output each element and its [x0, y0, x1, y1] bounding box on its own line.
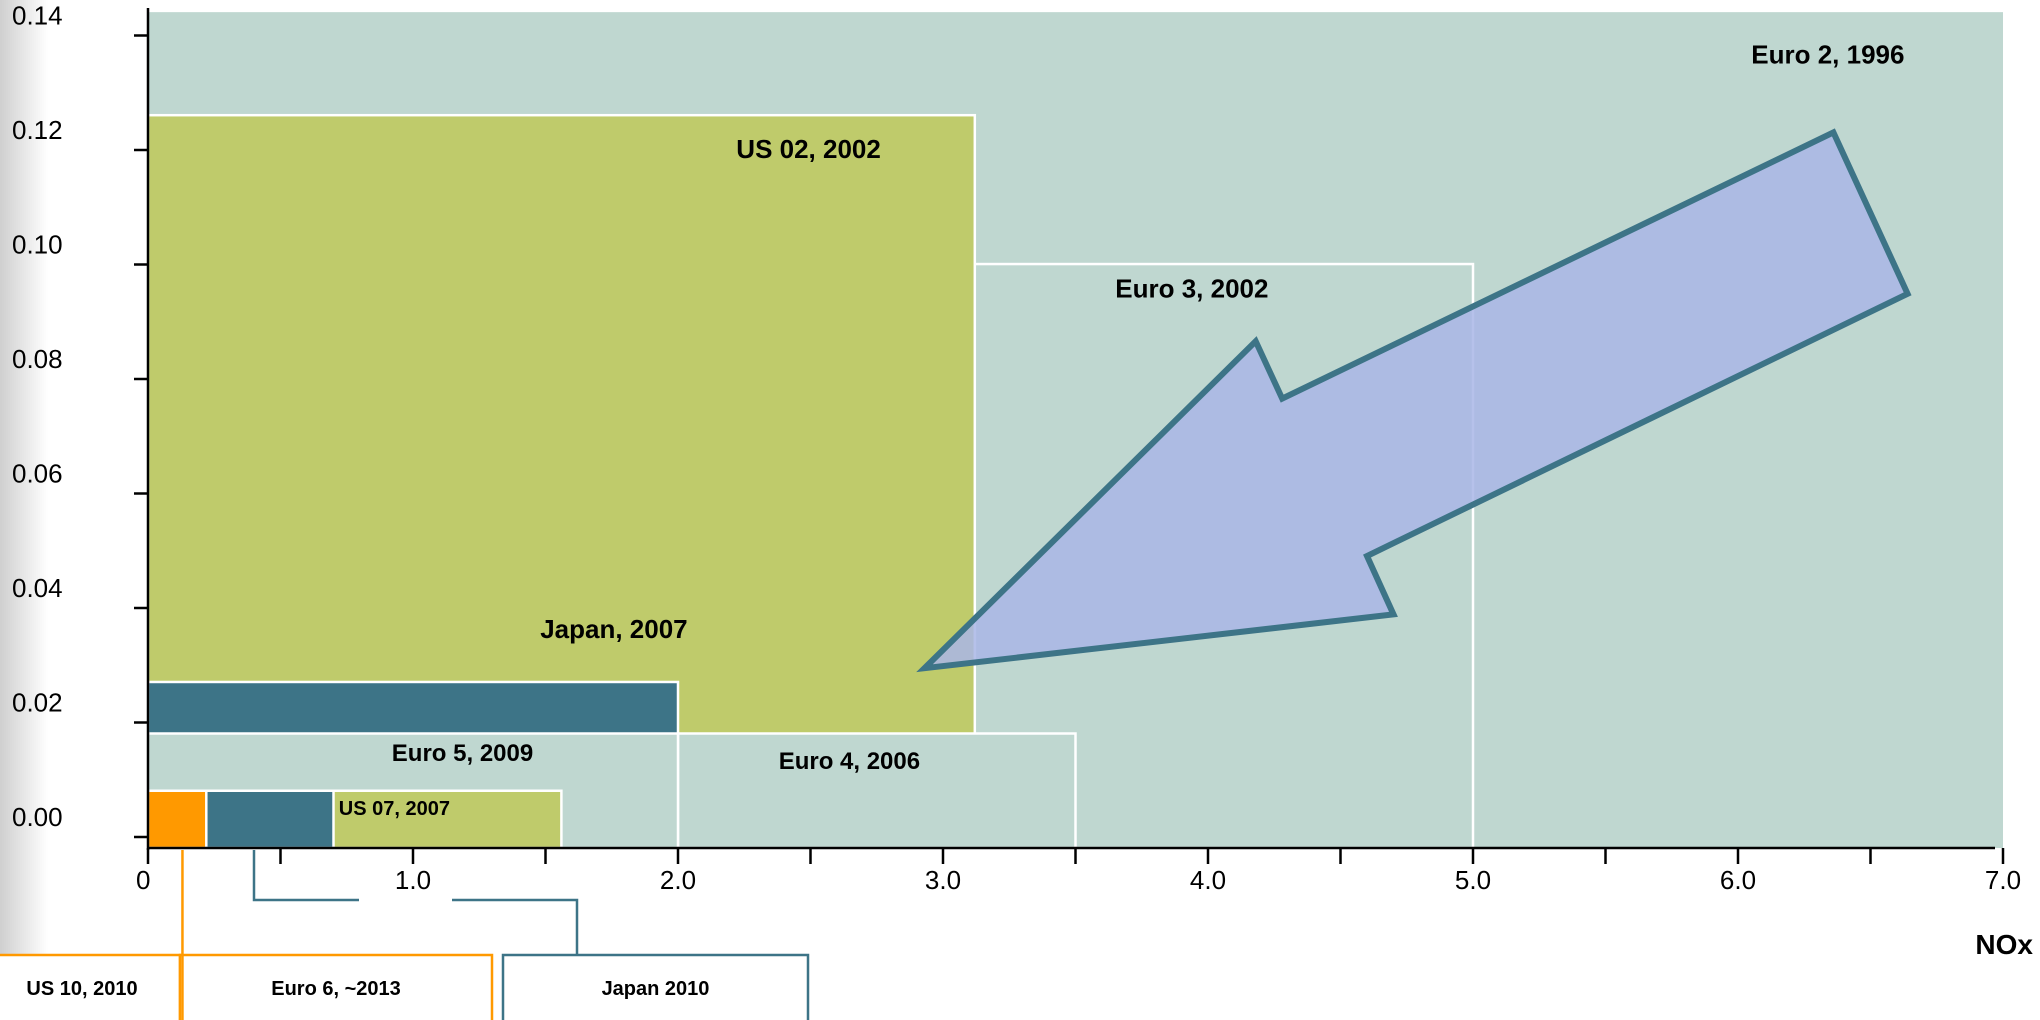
x-tick-label: 7.0: [1985, 865, 2021, 895]
region-label-lbl-euro4: Euro 4, 2006: [779, 748, 920, 775]
x-tick-label: 3.0: [925, 865, 961, 895]
callout-us10-box: [0, 953, 182, 1020]
y-tick-label: 0.06: [12, 459, 63, 489]
callout-japan2010-label: Japan 2010: [602, 978, 710, 1000]
region-label-lbl-japan2007: Japan, 2007: [540, 614, 687, 644]
y-tick-label: 0.02: [12, 688, 63, 718]
region-label-lbl-us02: US 02, 2002: [736, 134, 881, 164]
connector-japan2010-left: [252, 850, 359, 902]
reduction-arrow: [916, 128, 1912, 673]
region-label-lbl-us07: US 07, 2007: [339, 798, 450, 820]
x-tick-label: 4.0: [1190, 865, 1226, 895]
x-tick-label: 1.0: [395, 865, 431, 895]
y-tick-label: 0.00: [12, 802, 63, 832]
y-tick-label: 0.04: [12, 573, 63, 603]
x-tick-label: 2.0: [660, 865, 696, 895]
callout-euro6-box: [178, 953, 494, 1020]
region-us10: [146, 789, 208, 850]
page-edge-shading: [0, 0, 48, 1020]
x-tick-label: 6.0: [1720, 865, 1756, 895]
region-label-lbl-euro5: Euro 5, 2009: [392, 740, 533, 767]
region-label-lbl-euro3: Euro 3, 2002: [1115, 273, 1268, 303]
callout-euro6-label: Euro 6, ~2013: [271, 978, 401, 1000]
x-tick-label: 0: [136, 865, 150, 895]
y-tick-label: 0.12: [12, 115, 63, 145]
callout-japan2010-box: [501, 953, 810, 1020]
x-tick-label: 5.0: [1455, 865, 1491, 895]
callout-us10-label: US 10, 2010: [26, 978, 137, 1000]
y-tick-label: 0.10: [12, 230, 63, 260]
connector-japan2010-right: [452, 898, 579, 955]
x-axis-title: NOx: [1975, 929, 2033, 960]
y-tick-label: 0.14: [12, 1, 63, 31]
y-tick-label: 0.08: [12, 344, 63, 374]
region-label-lbl-euro2: Euro 2, 1996: [1751, 40, 1904, 70]
